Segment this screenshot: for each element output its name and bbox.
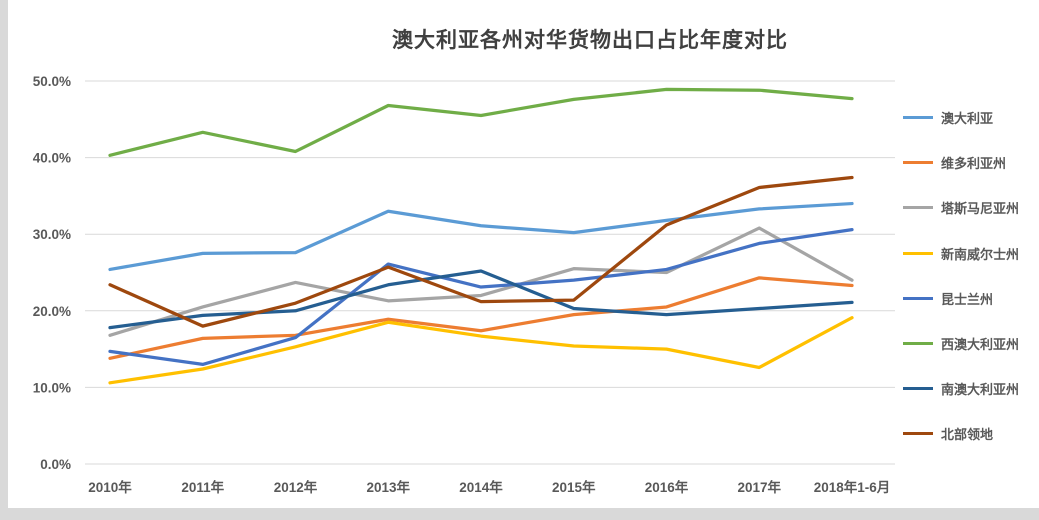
legend-item-5: 西澳大利亚州	[903, 321, 1037, 366]
y-tick-label: 40.0%	[33, 151, 71, 166]
y-tick-label: 10.0%	[33, 380, 71, 395]
legend-swatch	[903, 432, 933, 436]
legend-swatch	[903, 161, 933, 165]
x-tick-label: 2016年	[645, 479, 689, 495]
x-tick-label: 2010年	[88, 479, 132, 495]
legend-swatch	[903, 296, 933, 300]
legend-item-4: 昆士兰州	[903, 276, 1037, 321]
y-tick-label: 50.0%	[33, 74, 71, 89]
legend-item-2: 塔斯马尼亚州	[903, 185, 1037, 230]
x-tick-label: 2015年	[552, 479, 596, 495]
series-line-6	[108, 269, 854, 330]
legend: 澳大利亚维多利亚州塔斯马尼亚州 新南威尔士州 昆士兰州西澳大利亚州 南澳大利亚州 北部领…	[903, 95, 1037, 457]
legend-swatch	[903, 116, 933, 120]
legend-item-3: 新南威尔士州	[903, 231, 1037, 276]
legend-label: 维多利亚州	[941, 156, 1007, 172]
series-line-4	[108, 227, 854, 367]
legend-item-7: 北部领地	[903, 411, 1037, 456]
legend-item-6: 南澳大利亚州	[903, 366, 1037, 411]
legend-label: 西澳大利亚州	[941, 337, 1020, 353]
bottom-edge-strip	[0, 508, 1039, 520]
x-tick-label: 2014年	[459, 479, 503, 495]
x-tick-label: 2018年1-6月	[814, 479, 891, 495]
y-tick-label: 30.0%	[33, 227, 71, 242]
legend-item-0: 澳大利亚	[903, 95, 1037, 140]
left-edge-strip	[0, 0, 8, 520]
series-line-0	[108, 201, 854, 272]
legend-label: 北部领地	[941, 427, 994, 443]
series-line-3	[108, 316, 854, 385]
series-line-5	[108, 87, 854, 157]
legend-label: 澳大利亚	[941, 111, 994, 127]
legend-label: 塔斯马尼亚州	[941, 201, 1020, 217]
legend-item-1: 维多利亚州	[903, 140, 1037, 185]
legend-label: 南澳大利亚州	[941, 382, 1020, 398]
x-tick-label: 2011年	[181, 479, 224, 495]
series-line-2	[108, 226, 854, 337]
series-line-1	[108, 276, 854, 360]
y-tick-label: 0.0%	[40, 457, 71, 472]
legend-swatch	[903, 206, 933, 210]
legend-swatch	[903, 342, 933, 346]
x-tick-label: 2012年	[274, 479, 318, 495]
y-tick-label: 20.0%	[33, 304, 71, 319]
legend-swatch	[903, 251, 933, 255]
series-line-7	[108, 175, 854, 328]
x-tick-label: 2013年	[366, 479, 410, 495]
chart-title: 澳大利亚各州对华货物出口占比年度对比	[392, 29, 788, 52]
legend-label: 昆士兰州	[941, 291, 994, 307]
x-tick-label: 2017年	[737, 479, 781, 495]
legend-label: 新南威尔士州	[941, 246, 1020, 262]
legend-swatch	[903, 387, 933, 391]
